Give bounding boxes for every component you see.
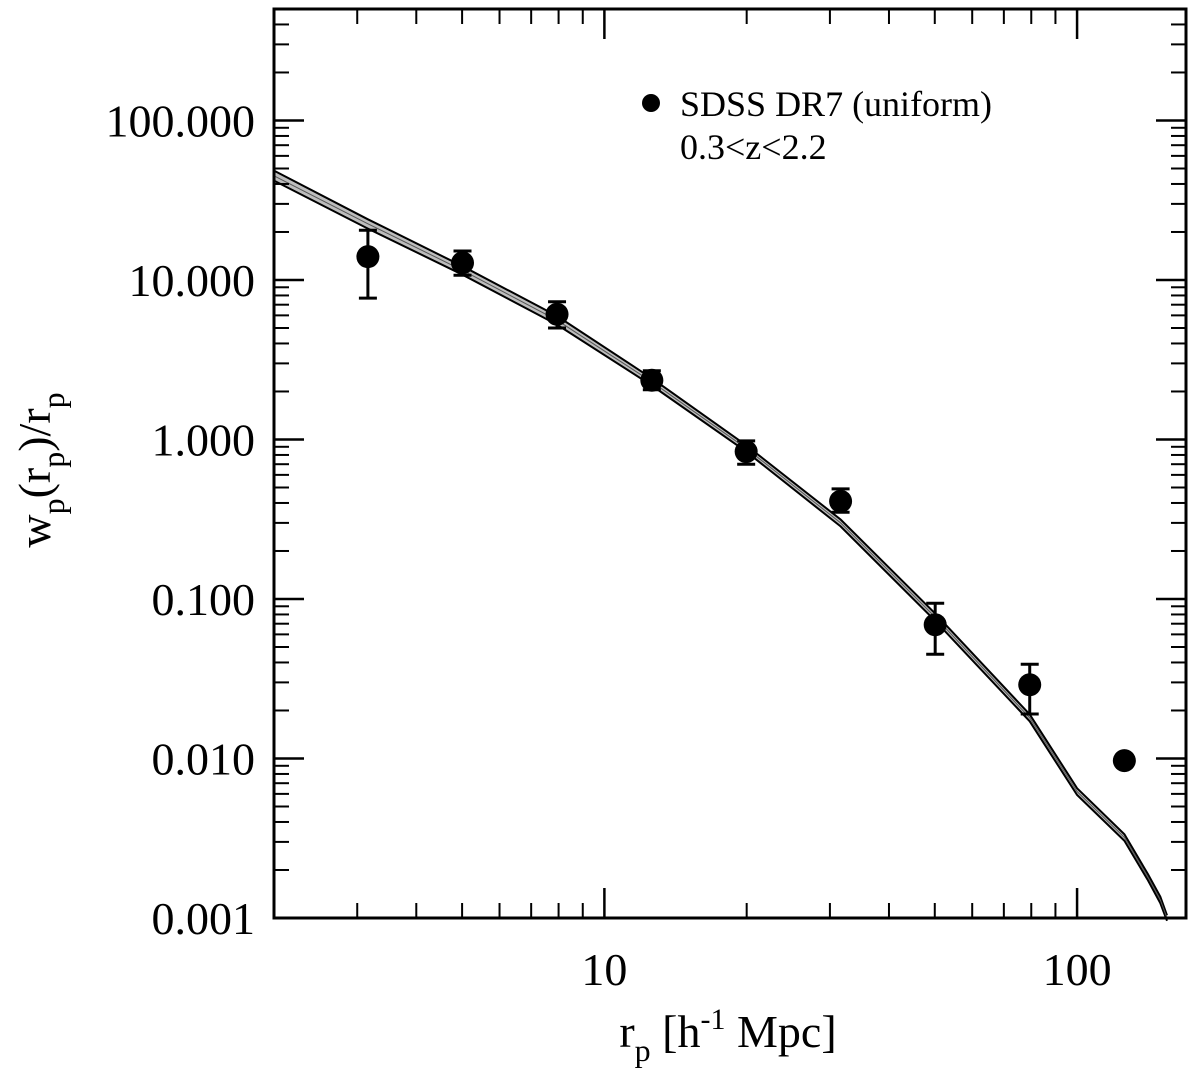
legend-entry: SDSS DR7 (uniform) [680,84,992,124]
model-band-lower [273,179,1168,922]
data-point [451,251,475,275]
data-point [1018,673,1042,697]
data-point [545,302,569,326]
x-tick-label: 100 [1043,944,1112,995]
legend-marker [642,94,660,112]
data-point [829,489,853,513]
x-axis-title: rp [h-1 Mpc] [619,1003,836,1068]
model-band-fill [274,170,1167,921]
y-tick-label: 1.000 [152,414,256,465]
x-tick-label: 10 [581,944,627,995]
legend-annotation: 0.3<z<2.2 [680,127,827,167]
model-line [273,175,1168,919]
data-point [734,440,758,464]
data-point [640,368,664,392]
data-point [356,245,380,269]
data-points-layer [356,228,1136,773]
y-tick-label: 10.000 [129,255,256,306]
y-tick-label: 100.000 [106,95,256,146]
y-tick-label: 0.100 [152,574,256,625]
y-tick-label: 0.001 [152,893,256,944]
data-point [923,613,947,637]
plot-frame [272,7,1188,920]
y-tick-label: 0.010 [152,733,256,784]
data-point [1112,749,1136,773]
legend: SDSS DR7 (uniform) 0.3<z<2.2 [642,84,992,167]
model-band-layer [273,169,1168,922]
model-band-upper [273,169,1168,916]
y-axis-title: wp(rp)/rp [9,392,71,547]
ticks-layer: 10 100 0.001 0.010 0.100 1.000 10.000 100.000 [106,8,1186,995]
